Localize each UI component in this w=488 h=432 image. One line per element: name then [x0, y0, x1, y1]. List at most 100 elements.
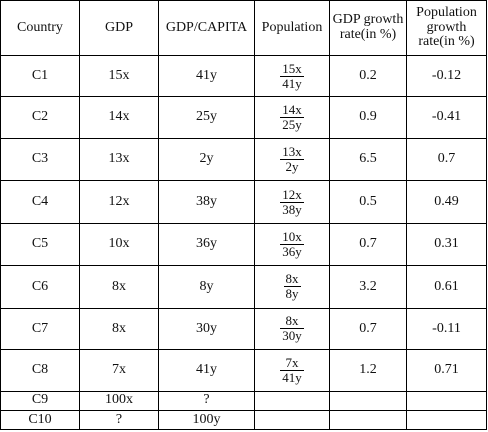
country-cell: C3: [0, 137, 80, 182]
gdp-cell: 100x: [79, 390, 159, 411]
gdp-growth-cell: 0.7: [329, 222, 407, 267]
population-numerator: 8x: [283, 271, 301, 288]
gdp-capita-cell: 38y: [158, 180, 255, 224]
table-row: C2 14x 25y 14x 25y 0.9 -0.41: [0, 96, 487, 139]
population-cell: 15x 41y: [254, 54, 330, 98]
population-fraction: 13x 2y: [280, 145, 304, 174]
gdp-capita-cell: 36y: [158, 222, 255, 267]
gdp-cell: 12x: [79, 180, 159, 224]
population-growth-cell: 0.31: [406, 222, 487, 267]
population-numerator: 8x: [280, 314, 304, 330]
table-row: C8 7x 41y 7x 41y 1.2 0.71: [0, 349, 487, 392]
gdp-cell: 10x: [79, 222, 159, 267]
country-cell: C7: [0, 307, 80, 351]
country-cell: C1: [0, 54, 80, 98]
gdp-cell: 8x: [79, 307, 159, 351]
population-growth-cell: [406, 409, 487, 431]
table-row: C6 8x 8y 8x 8y 3.2 0.61: [0, 265, 487, 309]
gdp-capita-cell: 25y: [158, 96, 255, 139]
population-cell: 13x 2y: [254, 137, 330, 182]
country-cell: C6: [0, 265, 80, 309]
gdp-growth-cell: 0.7: [329, 307, 407, 351]
header-gdp-capita: GDP/CAPITA: [158, 0, 255, 56]
header-row: Country GDP GDP/CAPITA Population GDP gr…: [0, 0, 487, 56]
population-fraction: 7x 41y: [280, 355, 304, 385]
population-cell: 14x 25y: [254, 96, 330, 139]
population-numerator: 10x: [280, 229, 304, 245]
population-numerator: 15x: [280, 60, 304, 77]
country-cell: C10: [0, 409, 80, 431]
population-denominator: 25y: [282, 117, 302, 133]
gdp-capita-cell: ?: [158, 390, 255, 411]
table-row: C7 8x 30y 8x 30y 0.7 -0.11: [0, 307, 487, 351]
population-fraction: 12x 38y: [280, 186, 304, 217]
population-growth-cell: [406, 390, 487, 411]
gdp-cell: 15x: [79, 54, 159, 98]
gdp-cell: 13x: [79, 137, 159, 182]
gdp-cell: ?: [79, 409, 159, 431]
population-cell: 10x 36y: [254, 222, 330, 267]
population-denominator: 30y: [282, 328, 302, 344]
gdp-capita-cell: 8y: [158, 265, 255, 309]
population-denominator: 8y: [285, 286, 299, 302]
population-growth-cell: -0.41: [406, 96, 487, 139]
population-cell: 8x 30y: [254, 307, 330, 351]
gdp-growth-cell: 6.5: [329, 137, 407, 182]
country-cell: C9: [0, 390, 80, 411]
population-fraction: 15x 41y: [280, 60, 304, 91]
population-denominator: 36y: [282, 244, 302, 259]
gdp-cell: 8x: [79, 265, 159, 309]
gdp-growth-cell: [329, 409, 407, 431]
population-growth-cell: 0.61: [406, 265, 487, 309]
header-country: Country: [0, 0, 80, 56]
table-row: C1 15x 41y 15x 41y 0.2 -0.12: [0, 54, 487, 98]
population-numerator: 14x: [280, 102, 304, 119]
gdp-capita-cell: 2y: [158, 137, 255, 182]
population-numerator: 13x: [280, 144, 304, 161]
population-cell: 7x 41y: [254, 349, 330, 392]
population-numerator: 12x: [280, 186, 304, 203]
gdp-growth-cell: 0.2: [329, 54, 407, 98]
gdp-growth-cell: 0.5: [329, 180, 407, 224]
table-row: C10 ? 100y: [0, 409, 487, 431]
population-denominator: 38y: [282, 201, 302, 217]
gdp-capita-cell: 100y: [158, 409, 255, 431]
gdp-growth-cell: [329, 390, 407, 411]
gdp-growth-cell: 0.9: [329, 96, 407, 139]
population-cell: [254, 390, 330, 411]
population-growth-cell: -0.12: [406, 54, 487, 98]
population-denominator: 41y: [282, 369, 302, 385]
gdp-capita-cell: 30y: [158, 307, 255, 351]
population-denominator: 41y: [282, 75, 302, 91]
population-cell: 12x 38y: [254, 180, 330, 224]
header-population-growth: Population growth rate(in %): [406, 0, 487, 56]
gdp-growth-cell: 1.2: [329, 349, 407, 392]
population-growth-cell: 0.49: [406, 180, 487, 224]
population-numerator: 7x: [280, 355, 304, 371]
population-fraction: 8x 8y: [283, 271, 301, 302]
gdp-cell: 14x: [79, 96, 159, 139]
country-cell: C2: [0, 96, 80, 139]
population-fraction: 8x 30y: [280, 314, 304, 343]
table-row: C5 10x 36y 10x 36y 0.7 0.31: [0, 222, 487, 267]
country-cell: C4: [0, 180, 80, 224]
table-row: C4 12x 38y 12x 38y 0.5 0.49: [0, 180, 487, 224]
header-population: Population: [254, 0, 330, 56]
population-fraction: 10x 36y: [280, 230, 304, 259]
country-cell: C5: [0, 222, 80, 267]
gdp-growth-cell: 3.2: [329, 265, 407, 309]
gdp-capita-cell: 41y: [158, 349, 255, 392]
gdp-cell: 7x: [79, 349, 159, 392]
population-growth-cell: 0.71: [406, 349, 487, 392]
header-gdp-growth: GDP growth rate(in %): [329, 0, 407, 56]
population-cell: 8x 8y: [254, 265, 330, 309]
header-gdp: GDP: [79, 0, 159, 56]
gdp-capita-cell: 41y: [158, 54, 255, 98]
population-denominator: 2y: [285, 159, 299, 175]
table-row: C9 100x ?: [0, 390, 487, 411]
population-growth-cell: 0.7: [406, 137, 487, 182]
population-fraction: 14x 25y: [280, 103, 304, 132]
table-row: C3 13x 2y 13x 2y 6.5 0.7: [0, 137, 487, 182]
population-cell: [254, 409, 330, 431]
